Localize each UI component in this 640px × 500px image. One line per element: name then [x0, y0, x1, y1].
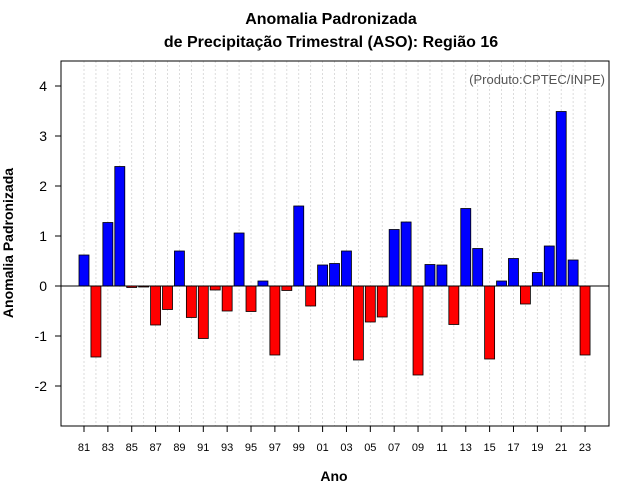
- bar-90: [185, 285, 197, 318]
- bar-13: [460, 208, 472, 287]
- gridlines: [83, 61, 586, 426]
- bar-92: [209, 285, 221, 291]
- x-tick-label: 09: [412, 442, 424, 454]
- chart-title: Anomalia Padronizada: [245, 11, 417, 28]
- x-tick-label: 11: [436, 442, 447, 454]
- bar-05: [364, 285, 376, 323]
- bar-95: [245, 285, 257, 312]
- bar-97: [269, 285, 281, 356]
- x-tick-label: 91: [197, 442, 209, 454]
- x-tick-label: 23: [579, 442, 591, 454]
- bar-83: [102, 222, 114, 287]
- source-annotation: (Produto:CPTEC/INPE): [469, 72, 605, 87]
- x-tick-label: 87: [149, 442, 161, 454]
- bar-15: [484, 285, 496, 360]
- bar-89: [174, 250, 185, 287]
- y-axis: -2 -1 0 1 2 3 4: [35, 78, 61, 394]
- y-tick-label: -1: [35, 328, 48, 344]
- x-tick-label: 13: [460, 442, 472, 454]
- bar-91: [197, 285, 209, 339]
- x-tick-label: 01: [316, 442, 328, 454]
- x-tick-label: 03: [340, 442, 352, 454]
- y-tick-label: -2: [35, 378, 48, 394]
- bar-22: [567, 259, 579, 287]
- bar-18: [520, 285, 531, 305]
- bar-82: [90, 285, 102, 358]
- x-axis: 81 83 85 87 89 91 93 95 97 99 01 03 05 07 09 11 13 15 17 19…: [78, 426, 591, 454]
- bar-96: [257, 280, 269, 287]
- x-tick-label: 21: [555, 442, 567, 454]
- x-tick-label: 85: [126, 442, 138, 454]
- x-tick-label: 99: [293, 442, 305, 454]
- bar-84: [114, 166, 126, 287]
- bar-99: [293, 205, 305, 287]
- x-axis-label: Ano: [320, 468, 347, 484]
- bar-17: [508, 258, 519, 287]
- x-tick-label: 07: [388, 442, 400, 454]
- bar-81: [78, 254, 90, 287]
- bar-14: [472, 248, 484, 287]
- bar-88: [162, 285, 173, 310]
- bar-21: [555, 111, 567, 287]
- bar-00: [305, 285, 317, 307]
- y-tick-label: 3: [39, 128, 47, 144]
- x-tick-label: 15: [483, 442, 495, 454]
- y-axis-label: Anomalia Padronizada: [0, 168, 16, 318]
- chart-subtitle: de Precipitação Trimestral (ASO): Região…: [164, 34, 498, 51]
- y-tick-label: 0: [39, 278, 47, 294]
- y-tick-label: 1: [39, 228, 47, 244]
- bars: [78, 111, 591, 376]
- x-tick-label: 05: [364, 442, 376, 454]
- bar-09: [412, 285, 424, 376]
- bar-20: [543, 245, 555, 287]
- x-tick-label: 19: [531, 442, 543, 454]
- x-tick-label: 95: [245, 442, 257, 454]
- bar-03: [341, 250, 352, 287]
- y-tick-label: 2: [39, 178, 47, 194]
- bar-87: [150, 285, 161, 326]
- x-tick-label: 89: [173, 442, 185, 454]
- bar-23: [579, 285, 591, 356]
- plot-frame: [60, 60, 610, 427]
- x-tick-label: 83: [102, 442, 114, 454]
- y-tick-label: 4: [39, 78, 47, 94]
- bar-12: [448, 285, 460, 325]
- x-tick-label: 93: [221, 442, 233, 454]
- bar-01: [317, 264, 329, 287]
- x-tick-label: 97: [269, 442, 281, 454]
- bar-02: [329, 263, 340, 287]
- bar-10: [424, 264, 436, 287]
- x-tick-label: 81: [78, 442, 90, 454]
- bar-08: [400, 221, 412, 287]
- bar-07: [388, 229, 400, 287]
- bar-19: [531, 272, 543, 287]
- bar-04: [352, 285, 364, 361]
- bar-93: [221, 285, 233, 312]
- bar-98: [281, 285, 293, 291]
- x-tick-label: 17: [507, 442, 519, 454]
- bar-16: [496, 280, 507, 287]
- bar-11: [436, 264, 448, 287]
- bar-94: [233, 232, 245, 287]
- bar-06: [376, 285, 388, 318]
